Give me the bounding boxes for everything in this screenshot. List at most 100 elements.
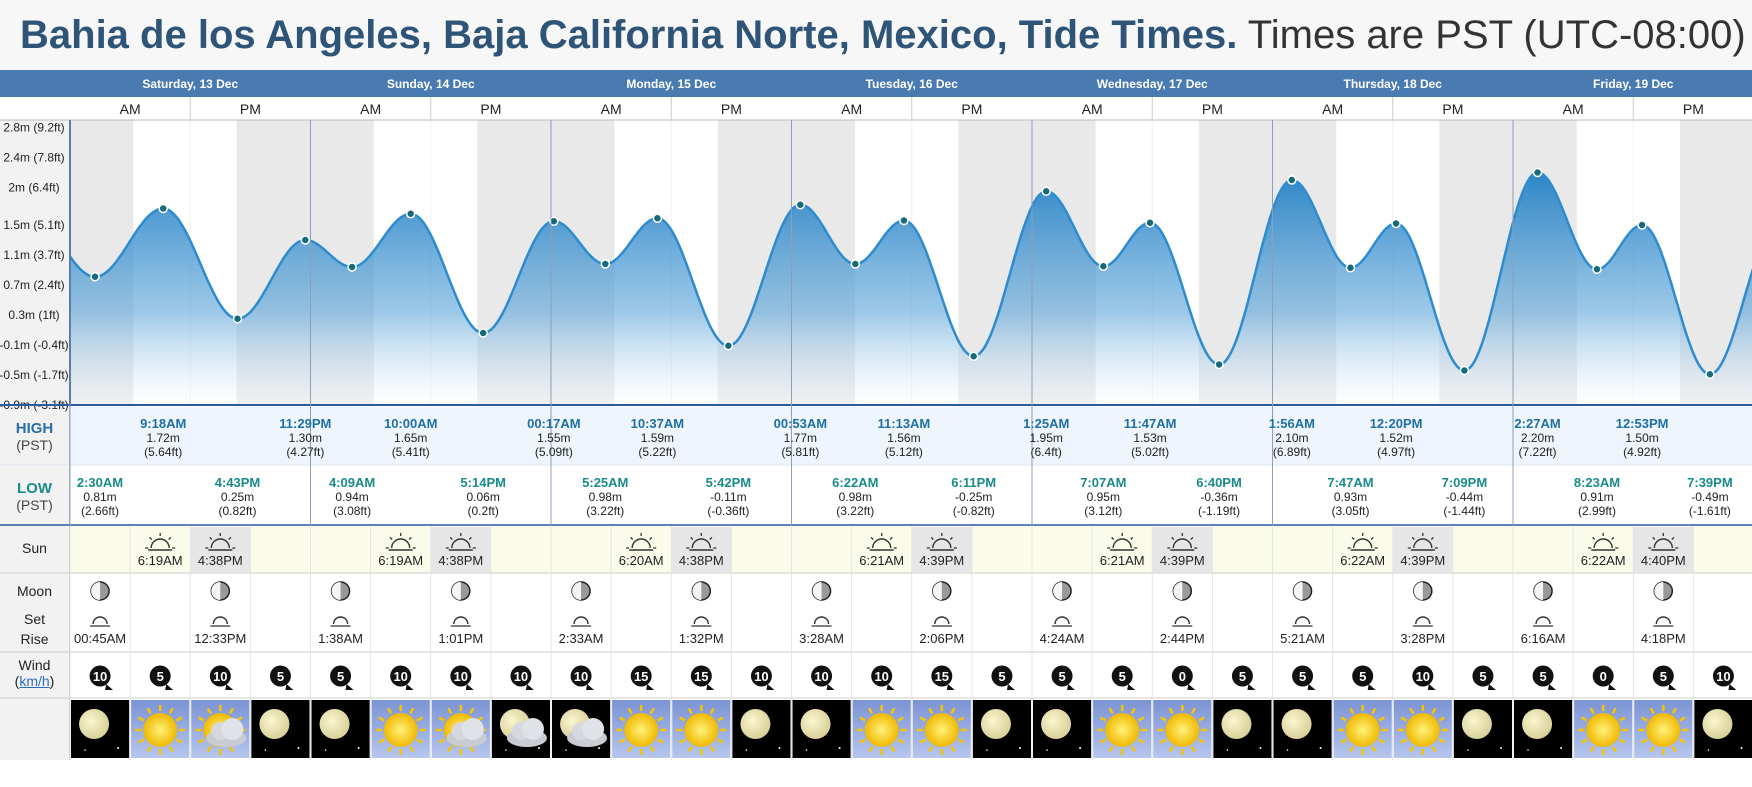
sunrise-time: 6:20AM [619, 553, 664, 568]
wind-speed: 5 [1299, 669, 1306, 684]
wind-indicator: 10 [450, 665, 474, 690]
tide-point-high [1532, 167, 1543, 178]
tide-point-high [652, 213, 663, 223]
moon-icon [251, 700, 310, 758]
low-time: 7:47AM [1327, 475, 1373, 490]
high-time: 9:18AM [140, 416, 186, 431]
moonset-time: 1:32PM [679, 631, 724, 646]
high-height-m: 1.65m [394, 431, 427, 445]
moonrise-time: 1:38AM [318, 631, 363, 646]
high-label: HIGH [15, 420, 54, 437]
wind-indicator: 5 [1532, 665, 1557, 690]
wind-speed: 5 [998, 669, 1005, 684]
high-height-m: 1.52m [1379, 431, 1412, 445]
wind-speed: 10 [1716, 669, 1730, 684]
tide-point-low [478, 328, 488, 338]
sun-label: Sun [22, 540, 47, 556]
moonrise-time: 00:45AM [74, 631, 126, 646]
sunset-icon [686, 533, 717, 551]
am-label: AM [841, 101, 862, 117]
pm-label: PM [240, 101, 261, 117]
moon-phase-icon [1292, 581, 1313, 601]
sunset-time: 4:38PM [679, 553, 724, 568]
high-time: 12:20PM [1370, 416, 1423, 431]
moonset-time: 2:44PM [1160, 631, 1205, 646]
sunrise-icon [1347, 533, 1378, 551]
sunrise-icon [385, 533, 416, 551]
day-header-4: Wednesday, 17 Dec [1097, 77, 1208, 91]
tide-point-high [1391, 218, 1401, 229]
tide-point-low [1705, 369, 1715, 379]
wind-indicator: 10 [390, 665, 414, 690]
wind-indicator: 15 [690, 665, 715, 690]
y-tick-label: 2.4m (7.8ft) [3, 151, 64, 165]
low-height-m: 0.94m [335, 490, 368, 504]
wind-speed: 10 [514, 669, 528, 684]
high-height-ft: (5.81ft) [781, 445, 819, 459]
low-time: 6:22AM [832, 475, 878, 490]
high-time: 11:47AM [1124, 416, 1177, 431]
wind-indicator: 5 [330, 665, 354, 690]
wind-indicator: 0 [1171, 665, 1196, 690]
moonrise-icon [1533, 616, 1554, 627]
sunrise-time: 6:19AM [378, 553, 423, 568]
high-height-m: 1.55m [537, 431, 570, 445]
sun-row-bg [70, 526, 1752, 573]
day-header-3: Tuesday, 16 Dec [866, 77, 959, 91]
wind-speed: 5 [1119, 669, 1126, 684]
low-height-ft: (3.22ft) [836, 504, 874, 518]
moonset-icon [450, 616, 471, 627]
high-height-m: 1.56m [887, 431, 920, 445]
low-time: 5:25AM [582, 475, 628, 490]
tide-point-low [1592, 264, 1602, 274]
low-height-ft: (2.99ft) [1578, 504, 1616, 518]
low-height-ft: (-1.44ft) [1443, 504, 1485, 518]
low-height-ft: (-1.19ft) [1198, 504, 1240, 518]
low-height-m: 0.98m [839, 490, 872, 504]
low-height-ft: (-0.36ft) [707, 504, 749, 518]
tide-point-low [1459, 365, 1470, 376]
moonrise-icon [811, 616, 832, 627]
am-label: AM [1322, 101, 1343, 117]
y-tick-label: -0.1m (-0.4ft) [0, 338, 69, 352]
sun-icon [1093, 700, 1152, 758]
wind-unit[interactable]: km/h [19, 673, 50, 689]
sun-icon [1634, 700, 1693, 758]
wind-indicator: 10 [871, 665, 895, 690]
high-time: 10:00AM [384, 416, 437, 431]
wind-speed: 10 [814, 669, 828, 684]
tide-point-high [300, 235, 311, 245]
sunset-icon [205, 533, 236, 551]
cloudy-night-icon [552, 700, 611, 758]
moon-phase-icon [932, 581, 952, 601]
moon-phase-icon [1413, 581, 1433, 601]
wind-indicator: 10 [811, 665, 835, 690]
wind-speed: 10 [574, 669, 588, 684]
sunset-time: 4:39PM [1400, 553, 1445, 568]
low-height-ft: (0.2ft) [468, 504, 499, 518]
moon-icon [311, 700, 370, 758]
high-height-m: 1.77m [784, 431, 817, 445]
high-time: 1:56AM [1269, 416, 1315, 431]
wind-indicator: 5 [1652, 665, 1677, 690]
tide-point-low [347, 262, 357, 272]
tide-line [69, 171, 1752, 376]
wind-speed: 0 [1600, 669, 1607, 684]
wind-speed: 5 [1479, 669, 1486, 684]
high-height-ft: (5.09ft) [535, 445, 573, 459]
wind-indicator: 10 [1712, 665, 1737, 690]
y-tick-label: 0.7m (2.4ft) [3, 278, 64, 292]
sun-icon [371, 700, 430, 758]
wind-unit-link[interactable]: (km/h) [14, 673, 55, 689]
high-height-m: 1.72m [147, 431, 180, 445]
sunset-time: 4:38PM [198, 553, 243, 568]
y-tick-label: 2m (6.4ft) [8, 181, 59, 195]
sunrise-time: 6:21AM [859, 553, 904, 568]
sun-icon [1574, 700, 1633, 758]
moon-phase-icon [210, 581, 231, 601]
high-height-m: 2.10m [1275, 431, 1308, 445]
wind-indicator: 5 [1051, 665, 1076, 690]
wind-speed: 10 [93, 669, 107, 684]
pm-label: PM [1442, 101, 1463, 117]
tide-point-high [158, 203, 168, 214]
